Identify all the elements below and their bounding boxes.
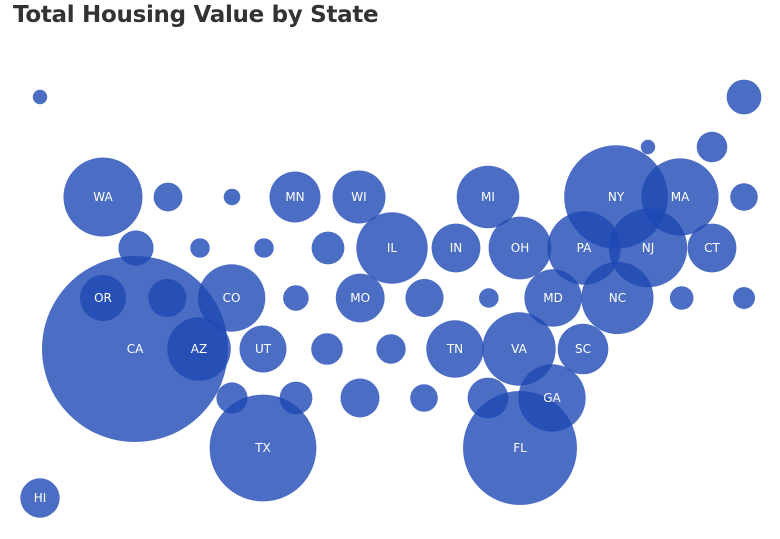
state-label-az: AZ (191, 342, 207, 356)
bubble-hi[interactable] (20, 478, 60, 518)
bubble-unlabeled[interactable] (190, 238, 210, 258)
state-label-ma: MA (671, 190, 690, 204)
bubble-layer (20, 79, 762, 518)
bubble-fl[interactable] (463, 391, 577, 505)
state-label-in: IN (450, 241, 463, 255)
state-label-ny: NY (608, 190, 625, 204)
bubble-unlabeled[interactable] (733, 287, 755, 309)
bubble-unlabeled[interactable] (696, 131, 728, 163)
state-label-nj: NJ (642, 241, 655, 255)
bubble-mn[interactable] (269, 171, 321, 223)
bubble-unlabeled[interactable] (254, 238, 274, 258)
state-label-ga: GA (543, 391, 561, 405)
bubble-unlabeled[interactable] (405, 278, 444, 318)
bubble-wa[interactable] (63, 157, 143, 237)
state-label-ut: UT (255, 342, 272, 356)
state-label-ca: CA (127, 342, 144, 356)
bubble-unlabeled[interactable] (311, 333, 343, 365)
state-label-tx: TX (254, 441, 271, 455)
bubble-unlabeled[interactable] (730, 183, 758, 211)
bubble-md[interactable] (524, 269, 582, 327)
state-label-fl: FL (513, 441, 527, 455)
bubble-unlabeled[interactable] (223, 188, 241, 206)
bubble-ca[interactable] (42, 256, 228, 442)
state-label-mo: MO (350, 291, 370, 305)
state-label-oh: OH (511, 241, 529, 255)
bubble-unlabeled[interactable] (153, 182, 183, 212)
state-label-nc: NC (609, 291, 626, 305)
state-label-pa: PA (577, 241, 592, 255)
state-label-wa: WA (93, 190, 113, 204)
bubble-ct[interactable] (687, 223, 737, 273)
state-label-va: VA (511, 342, 527, 356)
bubble-mo[interactable] (335, 273, 385, 323)
state-label-ct: CT (704, 241, 720, 255)
state-label-wi: WI (351, 190, 366, 204)
bubble-oh[interactable] (488, 216, 552, 280)
state-label-hi: HI (34, 491, 47, 505)
bubble-tn[interactable] (426, 320, 484, 378)
state-label-co: CO (223, 291, 241, 305)
state-label-tn: TN (446, 342, 463, 356)
state-label-mi: MI (481, 190, 495, 204)
state-label-sc: SC (575, 342, 591, 356)
bubble-az[interactable] (167, 317, 231, 381)
bubble-mi[interactable] (456, 165, 520, 229)
bubble-unlabeled[interactable] (669, 286, 694, 310)
bubble-unlabeled[interactable] (410, 384, 438, 412)
bubble-sc[interactable] (557, 323, 609, 375)
bubble-in[interactable] (431, 223, 481, 273)
state-label-mn: MN (285, 190, 304, 204)
bubble-ut[interactable] (239, 325, 287, 373)
state-label-il: IL (387, 241, 398, 255)
bubble-unlabeled[interactable] (726, 79, 762, 115)
bubble-unlabeled[interactable] (340, 378, 380, 418)
bubble-il[interactable] (356, 212, 428, 284)
chart-title: Total Housing Value by State (13, 2, 379, 28)
bubble-tx[interactable] (209, 394, 317, 502)
bubble-unlabeled[interactable] (479, 288, 499, 308)
label-layer: WA MN WI MI NY MA IL IN OH PA NJ CT OR CO MO MD NC CA AZ UT… (34, 190, 721, 505)
bubble-va[interactable] (482, 312, 556, 386)
bubble-unlabeled[interactable] (311, 231, 345, 265)
bubble-unlabeled[interactable] (640, 139, 656, 155)
bubble-nc[interactable] (581, 261, 654, 335)
bubble-unlabeled[interactable] (376, 334, 406, 364)
state-label-or: OR (94, 291, 112, 305)
bubble-wi[interactable] (332, 170, 386, 224)
bubble-unlabeled[interactable] (32, 89, 48, 105)
state-label-md: MD (543, 291, 563, 305)
bubble-unlabeled[interactable] (283, 285, 309, 311)
